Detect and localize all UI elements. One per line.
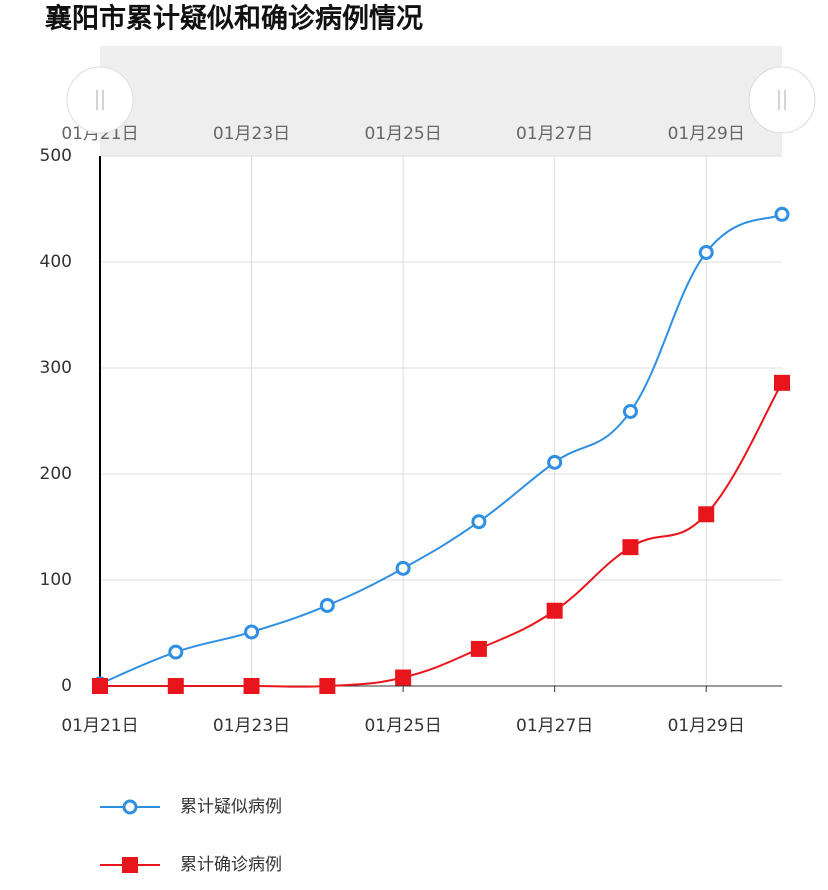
data-point: [470, 640, 487, 657]
slider-label: 01月23日: [213, 124, 290, 144]
x-tick-label: 01月27日: [516, 716, 593, 736]
x-tick-label: 01月29日: [668, 716, 745, 736]
zoom-handle[interactable]: [66, 66, 134, 134]
slider-label: 01月29日: [668, 124, 745, 144]
data-point: [622, 539, 639, 556]
data-point: [698, 244, 714, 260]
data-point: [774, 206, 790, 222]
legend-label: 累计疑似病例: [180, 797, 282, 817]
data-point: [774, 374, 790, 391]
series-line: [99, 213, 783, 685]
data-point: [698, 506, 715, 523]
y-tick-label: 400: [40, 252, 72, 272]
y-tick-label: 100: [40, 570, 72, 590]
y-tick-label: 500: [40, 146, 72, 166]
data-point: [622, 403, 638, 419]
data-point: [243, 678, 260, 694]
data-point: [395, 669, 412, 686]
data-point: [92, 678, 108, 694]
y-tick-label: 300: [40, 358, 72, 378]
legend-marker: [122, 857, 138, 873]
legend-label: 累计确诊病例: [180, 855, 282, 875]
legend-marker: [122, 799, 138, 815]
legend-item[interactable]: 累计确诊病例: [100, 855, 282, 875]
series-line: [100, 382, 783, 688]
data-point: [547, 454, 563, 470]
zoom-handle[interactable]: [748, 66, 816, 134]
data-point: [244, 624, 260, 640]
slider-label: 01月25日: [364, 124, 441, 144]
x-tick-label: 01月21日: [61, 716, 138, 736]
data-point: [471, 514, 487, 530]
x-tick-label: 01月25日: [364, 716, 441, 736]
y-tick-label: 200: [40, 464, 72, 484]
slider-labels: 01月21日 01月23日 01月25日 01月27日 01月29日: [61, 124, 744, 144]
slider-label: 01月27日: [516, 124, 593, 144]
data-point: [319, 597, 335, 613]
zoom-slider[interactable]: [100, 46, 782, 156]
legend-item[interactable]: 累计疑似病例: [100, 797, 282, 817]
data-point: [167, 678, 184, 694]
slider-label: 01月21日: [61, 124, 138, 144]
data-point: [546, 602, 563, 619]
data-point: [168, 644, 184, 660]
chart-title: 襄阳市累计疑似和确诊病例情况: [44, 3, 423, 35]
x-tick-label: 01月23日: [213, 716, 290, 736]
data-point: [319, 678, 336, 694]
data-point: [395, 560, 411, 576]
y-tick-label: 0: [61, 676, 72, 696]
